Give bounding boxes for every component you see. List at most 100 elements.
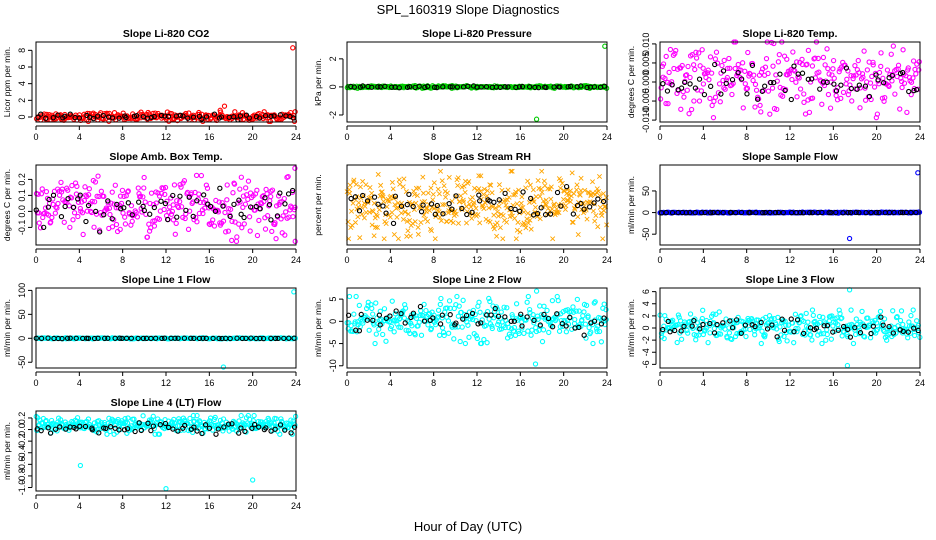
x-tick-label: 4 [388,255,393,265]
subset-point [795,71,801,77]
points-group [344,43,610,122]
data-point [914,318,920,324]
data-point [707,330,713,336]
data-point [477,220,483,226]
subset-point [101,212,107,218]
data-point [430,191,436,197]
data-point [706,77,712,83]
panel-title: Slope Line 3 Flow [746,274,836,286]
data-point [70,217,76,223]
data-point [889,78,895,84]
data-point [269,187,276,193]
data-point [774,106,780,112]
data-point [258,200,264,206]
data-point [739,60,746,66]
data-point [194,219,200,225]
data-point [412,191,418,198]
data-point [830,57,837,64]
data-point [480,191,487,197]
subset-point [289,187,296,194]
subset-point [439,312,445,318]
panel-title: Slope Li-820 Pressure [422,28,532,40]
data-point [700,81,707,87]
y-tick-label: 5 [328,297,338,302]
data-point [363,182,369,188]
data-point [696,50,702,56]
data-point [535,178,541,184]
data-point [716,81,723,87]
x-tick-label: 20 [248,501,258,511]
subset-point [845,209,851,216]
subset-point [747,209,753,216]
subset-point [805,76,811,82]
data-point [42,205,49,211]
data-point [245,178,252,184]
data-point [381,236,387,242]
subset-point [692,209,698,216]
panel-slope-line-2-flow: Slope Line 2 Flow ml/min per min. 0 4 8 12 16 2… [313,274,612,388]
x-tick-label: 4 [701,132,706,142]
subset-point [43,115,49,121]
data-point [792,68,798,74]
x-tick-label: 12 [161,132,171,142]
subset-point [207,203,214,210]
data-point [204,185,211,191]
data-point [710,114,717,121]
data-point [263,186,269,193]
data-point [910,58,917,64]
panel-slope-gas-stream-rh: Slope Gas Stream RH percent per min. 0 4 8 12… [313,151,612,265]
subset-point [285,191,292,197]
data-point [740,105,746,111]
data-point [859,308,865,315]
subset-point [838,82,844,88]
subset-point [543,84,549,91]
subset-point [453,193,459,199]
subset-point [65,196,71,202]
data-point [503,202,509,208]
data-point [497,225,503,231]
data-point [211,223,218,229]
outlier-point [915,170,921,176]
data-point [418,332,425,338]
subset-point [129,212,135,218]
data-point [58,189,65,195]
subset-point [364,198,371,204]
data-point [357,184,363,190]
data-point [831,75,837,81]
x-tick-label: 20 [248,132,258,142]
data-point [828,336,835,342]
subset-point [148,114,155,121]
x-tick-label: 4 [701,255,706,265]
data-point [913,71,919,77]
subset-point [375,201,381,207]
subset-point [780,209,786,216]
data-point [462,340,469,347]
data-point [292,204,298,210]
subset-point [696,76,703,82]
data-point [282,232,288,238]
data-point [156,216,163,222]
data-point [458,193,464,199]
data-point [678,106,684,112]
data-point [556,328,563,334]
subset-point [62,203,68,210]
data-point [537,216,543,222]
subset-point [772,209,779,216]
data-point [414,193,420,199]
subset-point [491,199,497,205]
data-point [519,194,525,200]
y-tick-label: -2 [641,336,651,344]
subset-point [375,84,381,90]
data-point [481,206,487,212]
data-point [141,185,147,191]
data-point [790,49,796,55]
data-point [518,200,524,206]
subset-point [348,195,354,202]
data-point [402,209,408,215]
data-point [100,116,106,122]
data-point [451,336,457,342]
data-point [691,98,697,104]
x-tick-label: 20 [248,255,258,265]
data-point [441,183,447,189]
data-point [200,210,206,217]
